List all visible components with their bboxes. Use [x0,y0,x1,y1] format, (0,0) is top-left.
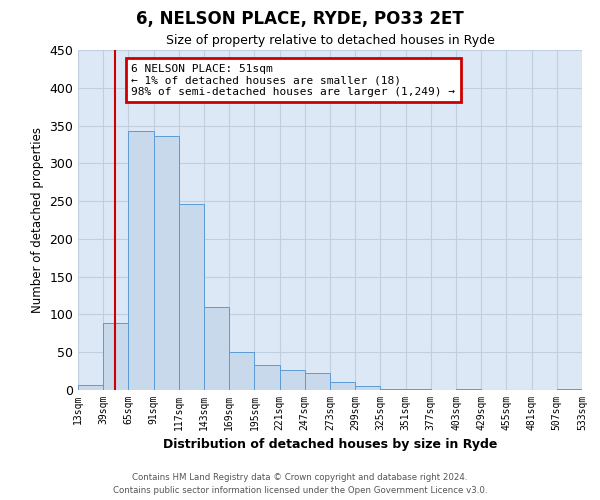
Bar [254,365,280,390]
Bar [456,389,481,390]
Text: 6 NELSON PLACE: 51sqm
← 1% of detached houses are smaller (18)
98% of semi-detac: 6 NELSON PLACE: 51sqm ← 1% of detached h… [131,64,455,97]
Bar [280,370,305,390]
Bar [406,389,431,390]
Bar [103,323,128,390]
Title: Size of property relative to detached houses in Ryde: Size of property relative to detached ho… [166,34,494,48]
Bar [154,136,179,390]
Bar [78,384,103,390]
Bar [557,389,582,390]
Bar [305,374,330,390]
Bar [355,386,380,390]
Bar [204,307,229,390]
X-axis label: Distribution of detached houses by size in Ryde: Distribution of detached houses by size … [163,438,497,452]
Bar [179,204,204,390]
Bar [128,131,154,390]
Bar [229,352,254,390]
Text: Contains HM Land Registry data © Crown copyright and database right 2024.
Contai: Contains HM Land Registry data © Crown c… [113,473,487,495]
Bar [380,389,406,390]
Text: 6, NELSON PLACE, RYDE, PO33 2ET: 6, NELSON PLACE, RYDE, PO33 2ET [136,10,464,28]
Y-axis label: Number of detached properties: Number of detached properties [31,127,44,313]
Bar [330,382,355,390]
